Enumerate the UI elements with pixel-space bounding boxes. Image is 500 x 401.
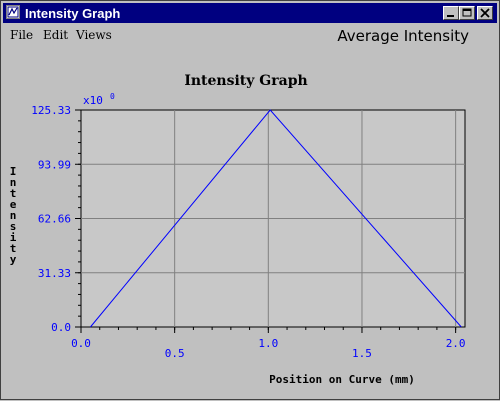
maximize-button[interactable] <box>459 6 475 20</box>
y-axis-label: Intensity <box>10 165 17 266</box>
chart-panel: Intensity Graph x10 0 Position on Curve … <box>3 47 497 397</box>
menu-edit[interactable]: Edit <box>43 28 69 42</box>
minimize-icon <box>447 15 454 17</box>
x-axis-label: Position on Curve (mm) <box>269 373 415 386</box>
x-tick-label: 1.0 <box>258 337 278 350</box>
app-graph-icon[interactable] <box>6 5 20 19</box>
y-axis-label-char: I <box>10 165 17 178</box>
y-tick-label: 62.66 <box>38 213 71 226</box>
menu-file[interactable]: File <box>10 28 34 42</box>
y-tick-label: 31.33 <box>38 267 71 280</box>
close-button[interactable] <box>477 6 493 20</box>
minimize-button[interactable] <box>443 6 459 20</box>
x-tick-label: 0.5 <box>165 347 185 360</box>
menu-bar: File Edit Views Average Intensity <box>3 23 497 47</box>
y-axis-label-char: i <box>10 231 17 244</box>
y-axis-label-char: e <box>10 198 17 211</box>
y-axis-label-char: s <box>10 220 17 233</box>
tick-labels: 0.0 0.5 1.0 1.5 2.0 0.0 31.33 62.66 93.99 125.33 <box>31 104 465 360</box>
y-axis-label-char: t <box>10 242 17 255</box>
axis-ticks <box>75 109 457 333</box>
x-tick-label: 0.0 <box>71 337 91 350</box>
close-icon <box>480 8 490 18</box>
title-bar[interactable]: Intensity Graph <box>3 3 497 23</box>
y-axis-label-char: t <box>10 187 17 200</box>
y-tick-label: 125.33 <box>31 104 71 117</box>
intensity-chart: Intensity Graph x10 0 Position on Curve … <box>10 73 466 386</box>
scale-label: x10 <box>83 94 103 107</box>
y-tick-label: 93.99 <box>38 158 71 171</box>
y-axis-label-char: n <box>10 176 17 189</box>
x-tick-label: 2.0 <box>446 337 466 350</box>
y-tick-label: 0.0 <box>51 321 71 334</box>
series-layer <box>90 109 462 328</box>
x-tick-label: 1.5 <box>352 347 372 360</box>
maximize-icon <box>462 8 472 17</box>
scale-exponent: 0 <box>110 92 115 101</box>
grid-lines <box>81 110 465 327</box>
average-intensity-heading: Average Intensity <box>337 27 469 45</box>
y-axis-label-char: y <box>10 253 17 266</box>
menu-views[interactable]: Views <box>76 28 112 42</box>
y-axis-label-char: n <box>10 209 17 222</box>
window-title: Intensity Graph <box>25 6 121 21</box>
intensity-line <box>90 109 462 328</box>
chart-title: Intensity Graph <box>184 73 307 89</box>
